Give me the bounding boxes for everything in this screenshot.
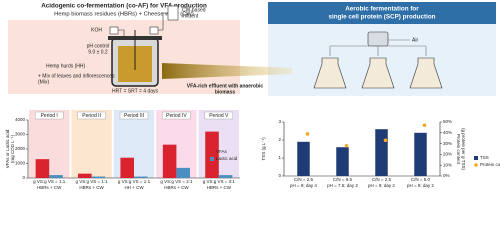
legend-label: VFAs (216, 149, 228, 154)
aerobic-setup (313, 31, 443, 89)
y2-tick-label: 10% (443, 162, 452, 167)
koh-label: KOH (91, 27, 102, 33)
air-label: Air (412, 37, 418, 43)
hrt-label: HRT = SRT = 4 days (112, 88, 159, 94)
effluent-label: biomass (215, 89, 236, 95)
period-box (119, 111, 149, 120)
influent-label: influent (182, 13, 199, 19)
left-subtitle: Hemp biomass residues (HBRs) + Cheese wh… (54, 12, 194, 18)
y-tick-label: 1000 (15, 161, 26, 166)
bar (297, 141, 310, 176)
y-tick-label: 1 (278, 155, 281, 160)
x-tick-label: g VS:g VS = 1:1 HH + CW (118, 179, 151, 190)
bar (414, 132, 427, 176)
left-title: Acidogenic co-fermentation (co-AF) for V… (41, 3, 207, 10)
protein-dot (305, 132, 310, 136)
y-axis-label: (mg COD L⁻¹) (10, 134, 15, 163)
period-bg (198, 110, 239, 178)
right-title: single cell protein (SCP) production (328, 14, 435, 21)
bar (205, 131, 219, 178)
bar (162, 144, 177, 178)
y-axis-label: TSS (g L⁻¹) (261, 137, 266, 161)
bar (336, 147, 349, 176)
feed-label: + Mix of leaves and inflorescences (38, 73, 115, 79)
period-label: Period II (82, 113, 101, 119)
y-tick-label: 3 (278, 119, 281, 124)
period-box (77, 111, 106, 120)
feed-label: Hemp hurds (HH) (46, 63, 86, 69)
right-title: Aerobic fermentation for (345, 6, 419, 13)
protein-dot (383, 138, 388, 143)
bar (134, 176, 148, 178)
x-tick-label: g VS:g VS = 1:1 HBRs + CW (76, 179, 109, 190)
effluent-label: VFA-rich effluent with anaerobic (187, 83, 264, 89)
ph-label: 9.0 ± 0.2 (88, 49, 108, 55)
x-tick-label: g VS:g VS = 1:1 HBRs + CW (33, 179, 66, 190)
y2-tick-label: 20% (443, 152, 452, 157)
y-tick-label: 0 (278, 173, 281, 178)
y-axis-label: VFAs or Lactic acid (5, 129, 10, 168)
y-tick-label: 3000 (15, 132, 26, 137)
y-tick-label: 0 (22, 175, 25, 180)
x-tick-label: C/N = 9.5 pH = 7.5; day 2 (327, 177, 358, 188)
legend-label: Lactic acid (216, 156, 238, 161)
effluent-arrow (162, 63, 292, 79)
bar (78, 173, 92, 178)
protein-dot (344, 143, 349, 148)
right-header-bg (268, 2, 496, 24)
legend-label: TSS (480, 155, 489, 160)
x-tick-label: C/N = 2.5 pH = 9; day 2 (368, 177, 395, 188)
influent-label: CW-based (182, 7, 206, 13)
period-box (35, 111, 64, 120)
y2-axis-label: (g protein per g TSS) (461, 128, 466, 170)
period-box (204, 111, 234, 120)
legend-swatch (210, 150, 214, 154)
y-tick-label: 4000 (15, 117, 26, 122)
bar (218, 175, 233, 178)
reactor (108, 5, 179, 87)
x-tick-label: g VS:g VS = 4:1 HBRs + CW (203, 179, 236, 190)
bar (176, 167, 190, 178)
y-tick-label: 2 (278, 137, 281, 142)
period-label: Period IV (166, 113, 187, 119)
period-label: Period I (41, 113, 58, 119)
bar (49, 175, 63, 178)
legend-swatch (210, 157, 214, 161)
y2-tick-label: 30% (443, 141, 452, 146)
protein-dot (422, 123, 427, 128)
feed-label: (Mix) (38, 79, 49, 85)
graphical-abstract: Acidogenic co-fermentation (co-AF) for V… (5, 2, 500, 190)
y2-tick-label: 50% (443, 119, 452, 124)
period-bg (71, 110, 112, 178)
y-tick-label: 2000 (15, 146, 26, 151)
legend-swatch (474, 163, 478, 167)
x-tick-label: g VS:g VS = 2:1 HBRs + CW (160, 179, 193, 190)
bar (91, 176, 106, 178)
legend-label: Protein content (480, 162, 500, 167)
period-label: Period III (124, 113, 144, 119)
y2-axis-label: Protein content (456, 134, 461, 165)
x-tick-label: C/N = 2.5 pH = 9; day 4 (290, 177, 317, 188)
y2-tick-label: 40% (443, 130, 452, 135)
ph-label: pH control (87, 43, 110, 49)
bar (35, 159, 50, 178)
period-box (162, 111, 191, 120)
x-tick-label: C/N = 5.0 pH = 9; day 2 (407, 177, 434, 188)
bar (120, 157, 134, 178)
bar (375, 129, 388, 176)
y2-tick-label: 0% (443, 173, 450, 178)
legend-swatch (474, 156, 478, 160)
period-label: Period V (209, 113, 229, 119)
